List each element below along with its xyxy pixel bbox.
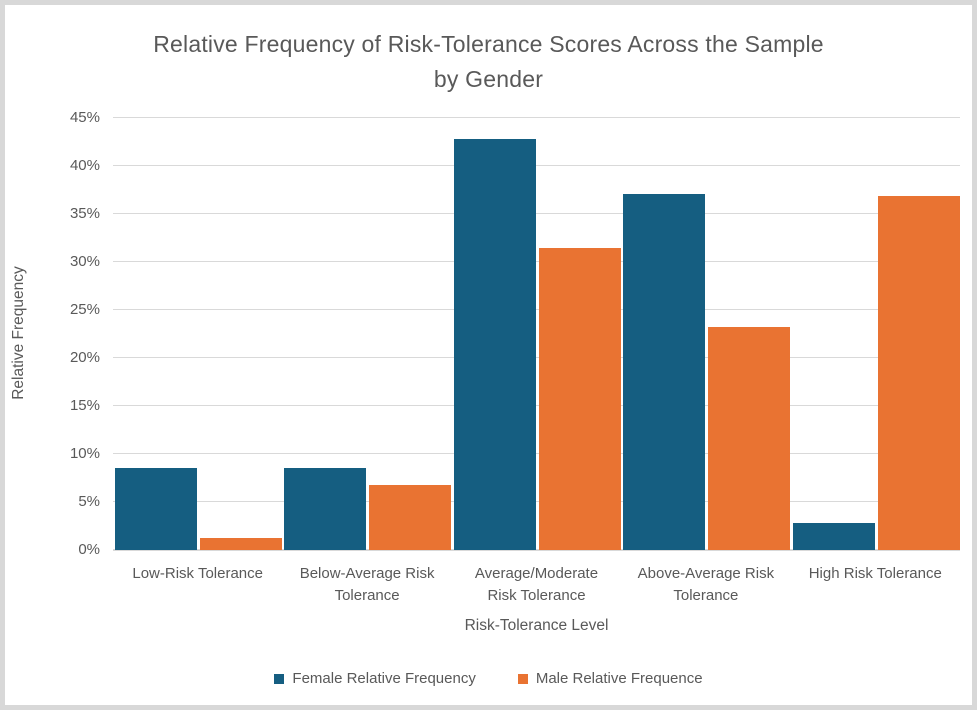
category-label-line: Tolerance [334,587,400,604]
y-tick-label: 5% [78,493,100,510]
gridline [113,165,960,166]
category-label: High Risk Tolerance [791,563,960,585]
category-label: Above-Average Risk Tolerance [621,563,790,607]
y-tick-label: 45% [69,109,100,126]
category-label: Low-Risk Tolerance [113,563,282,585]
legend-label: Male Relative Frequence [535,670,703,687]
legend-swatch-female [274,673,285,684]
x-axis-line [113,549,960,551]
category-label-line: Risk Tolerance [487,587,586,604]
category-label: Average/Moderate Risk Tolerance [452,563,621,607]
category-label-line: Average/Moderate [474,565,599,582]
y-tick-label: 35% [69,205,100,222]
legend-swatch-male [517,673,528,684]
bar-female-2 [453,139,536,550]
category-label-line: Below-Average Risk [299,565,435,582]
category-label-line: Tolerance [673,587,739,604]
x-axis-title: Risk-Tolerance Level [464,617,609,634]
gridline [113,453,960,454]
category-label-line: High Risk Tolerance [808,565,942,582]
bar-male-3 [708,327,791,550]
gridline [113,357,960,358]
gridline [113,309,960,310]
y-tick-label: 20% [69,349,100,366]
y-axis-tick-labels: 0% 5% 10% 15% 20% 25% 30% 35% 40% 45% [35,109,100,558]
bar-female-4 [792,523,875,550]
plot-area [113,117,960,551]
legend-label: Female Relative Frequency [292,670,476,687]
y-tick-label: 40% [69,157,100,174]
category-label-line: Low-Risk Tolerance [132,565,263,582]
chart-title-line2: by Gender [433,66,544,92]
bar-female-0 [115,468,197,550]
legend: Female Relative Frequency Male Relative F… [5,670,972,687]
bar-male-1 [369,484,452,550]
gridline [113,501,960,502]
legend-item-female: Female Relative Frequency [274,670,476,687]
legend-item-male: Male Relative Frequence [517,670,703,687]
y-tick-label: 25% [69,301,100,318]
gridline [113,117,960,118]
gridline [113,261,960,262]
category-label: Below-Average Risk Tolerance [282,563,451,607]
chart-title: Relative Frequency of Risk-Tolerance Sco… [5,27,972,97]
y-tick-label: 30% [69,253,100,270]
y-axis-title: Relative Frequency [10,266,27,400]
bar-female-3 [623,193,706,550]
y-tick-label: 0% [78,541,100,558]
y-tick-label: 10% [69,445,100,462]
gridline [113,213,960,214]
category-label-line: Above-Average Risk [637,565,775,582]
bar-male-0 [200,538,282,550]
bar-male-2 [538,247,621,550]
bar-female-1 [284,468,367,550]
x-axis-category-labels: Low-Risk Tolerance Below-Average Risk Tole… [113,563,960,609]
y-tick-label: 15% [69,397,100,414]
bar-male-4 [877,195,960,550]
chart-title-line1: Relative Frequency of Risk-Tolerance Sco… [153,31,824,57]
gridline [113,405,960,406]
